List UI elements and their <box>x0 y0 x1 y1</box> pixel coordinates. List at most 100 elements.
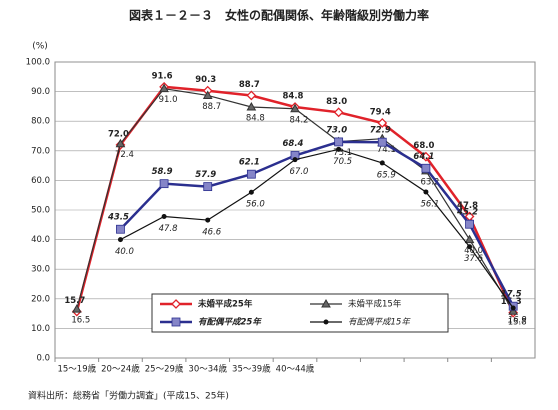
data-label: 72.0 <box>108 129 129 139</box>
point <box>465 219 474 229</box>
point <box>333 107 344 118</box>
point <box>290 103 300 113</box>
data-label: 84.8 <box>283 91 304 101</box>
y-axis-label: (%) <box>32 42 48 52</box>
x-tick-label: 25～29歳 <box>145 364 184 375</box>
data-label: 68.4 <box>283 139 304 149</box>
data-label: 17.5 <box>501 290 522 300</box>
data-label: 46.6 <box>202 228 222 238</box>
x-tick-label: 15～19歳 <box>57 364 96 375</box>
point <box>377 137 387 147</box>
point <box>171 299 181 309</box>
data-label: 62.1 <box>239 158 260 168</box>
point <box>464 234 475 244</box>
point <box>205 217 211 223</box>
legend-label: 未婚平成15年 <box>348 299 402 310</box>
y-tick-label: 40.0 <box>31 235 50 245</box>
point <box>115 138 126 148</box>
y-tick-label: 70.0 <box>31 146 50 156</box>
data-label: 72.4 <box>115 150 134 160</box>
data-label: 45.2 <box>456 208 478 218</box>
data-label: 91.0 <box>159 95 178 105</box>
x-tick-label: 30～34歳 <box>188 364 227 375</box>
chart-title: 図表１－２－３ 女性の配偶関係、年齢階級別労働力率 <box>129 8 429 23</box>
data-label: 15.7 <box>64 296 85 306</box>
series-line <box>119 140 515 307</box>
data-label: 15.8 <box>508 318 527 328</box>
data-label: 43.5 <box>107 213 129 223</box>
data-label: 88.7 <box>202 102 221 112</box>
source: 資料出所：総務省「労働力調査」(平成15、25年) <box>28 390 229 402</box>
legend <box>151 293 449 333</box>
point <box>420 151 431 162</box>
data-label: 56.1 <box>420 199 439 209</box>
y-tick-label: 30.0 <box>31 265 50 275</box>
point <box>71 304 82 313</box>
point <box>159 179 169 189</box>
point <box>246 90 257 101</box>
data-label: 83.0 <box>326 97 347 107</box>
data-label: 79.4 <box>370 107 391 117</box>
point <box>202 90 213 99</box>
y-tick-label: 20.0 <box>31 294 50 304</box>
y-tick-label: 50.0 <box>31 206 50 216</box>
y-tick-label: 10.0 <box>31 324 50 334</box>
data-label: 84.8 <box>246 113 265 123</box>
point <box>510 305 516 311</box>
y-tick-label: 60.0 <box>31 176 50 186</box>
point <box>379 160 385 166</box>
legend-label: 有配偶平成15年 <box>348 317 411 328</box>
x-tick-label: 35～39歳 <box>232 364 271 375</box>
y-tick-label: 90.0 <box>31 87 50 97</box>
data-label: 63.2 <box>420 177 439 187</box>
y-tick-label: 0.0 <box>36 354 50 364</box>
x-tick-label: 20～24歳 <box>101 364 140 375</box>
x-tick-label: 40～44歳 <box>276 364 315 375</box>
point <box>336 146 342 152</box>
data-label: 16.9 <box>508 315 527 325</box>
data-label: 67.0 <box>290 167 309 177</box>
data-label: 37.6 <box>464 254 484 264</box>
data-label: 40.0 <box>464 246 483 256</box>
data-label: 88.7 <box>239 80 260 90</box>
data-label: 72.9 <box>370 126 391 136</box>
point <box>161 214 167 220</box>
point <box>321 298 331 308</box>
point <box>159 83 169 93</box>
point <box>423 189 429 195</box>
point <box>377 118 388 128</box>
point <box>421 163 431 173</box>
point <box>203 182 213 192</box>
data-label: 16.5 <box>71 316 90 326</box>
point <box>246 169 256 179</box>
legend-label: 有配偶平成25年 <box>198 317 262 328</box>
data-label: 64.1 <box>413 152 434 162</box>
data-label: 84.2 <box>290 115 309 125</box>
point <box>323 319 329 325</box>
point <box>171 317 181 327</box>
data-label: 73.1 <box>333 148 352 158</box>
series-line <box>120 148 514 309</box>
point <box>334 137 344 147</box>
data-label: 91.6 <box>152 71 173 81</box>
data-label: 74.1 <box>377 145 396 155</box>
data-label: 90.3 <box>195 75 216 85</box>
data-label: 40.0 <box>115 247 134 257</box>
y-tick-label: 100.0 <box>26 58 50 68</box>
point <box>116 224 125 234</box>
point <box>117 237 123 243</box>
point <box>292 157 298 163</box>
point <box>467 244 473 250</box>
point <box>248 189 254 195</box>
data-label: 58.9 <box>152 167 173 177</box>
data-label: 47.8 <box>159 224 179 234</box>
data-label: 68.0 <box>413 141 434 151</box>
data-label: 47.8 <box>457 201 478 211</box>
y-tick-label: 80.0 <box>31 117 50 127</box>
data-label: 70.5 <box>333 157 352 167</box>
data-label: 65.9 <box>377 170 396 180</box>
data-label: 73.0 <box>326 125 347 135</box>
data-label: 56.0 <box>246 200 265 210</box>
data-label: 57.9 <box>195 170 216 180</box>
